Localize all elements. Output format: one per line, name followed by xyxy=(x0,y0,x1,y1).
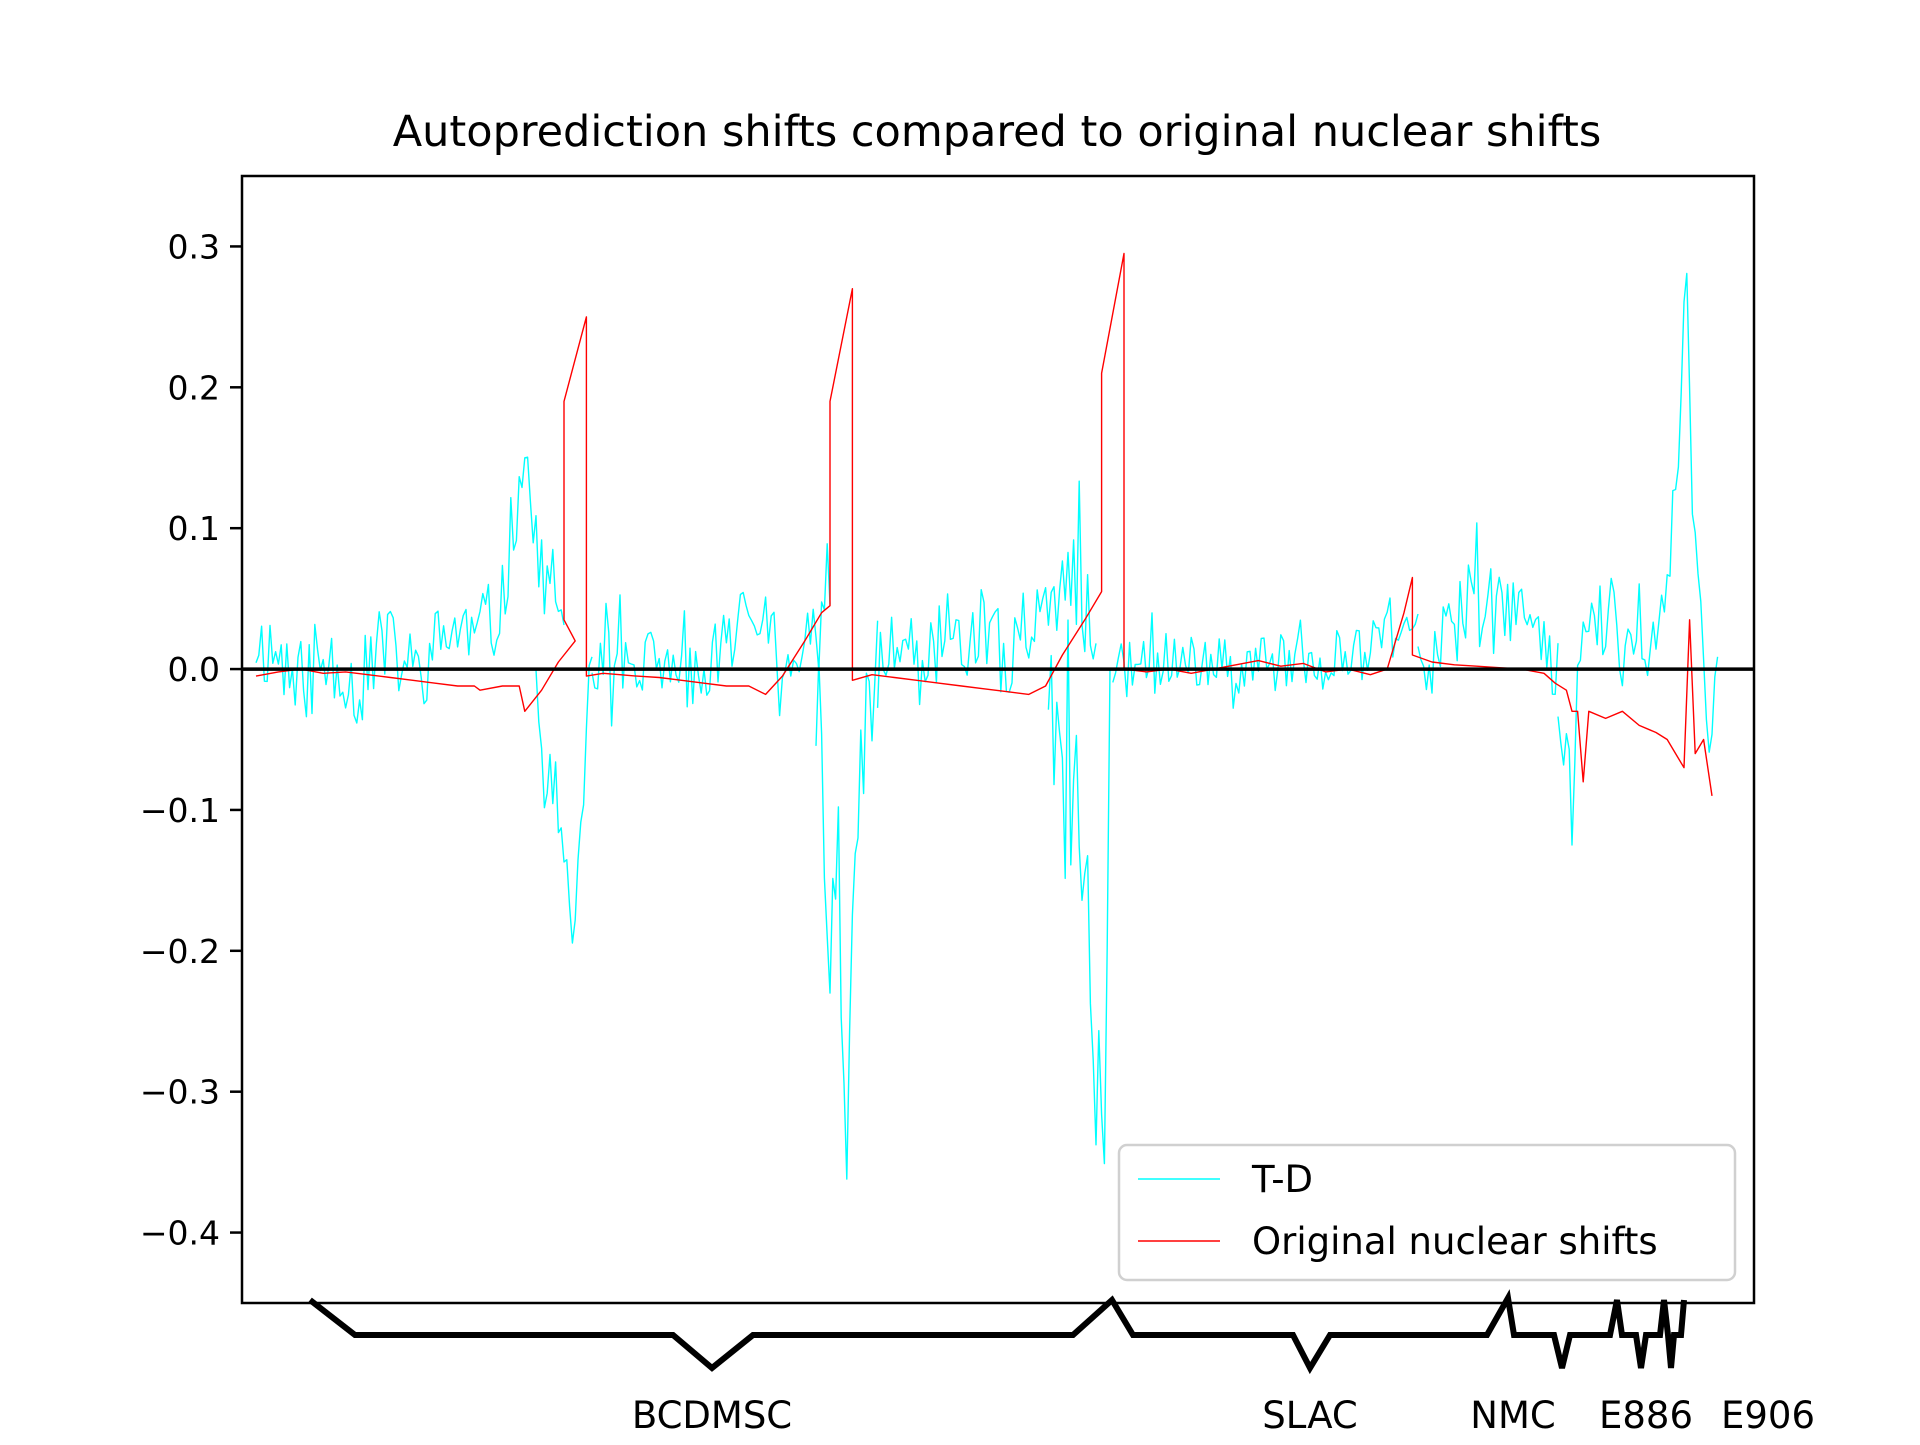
group-label-e886: E886 xyxy=(1599,1394,1693,1437)
series-td-line xyxy=(1557,272,1719,846)
legend-label-original: Original nuclear shifts xyxy=(1252,1220,1658,1263)
group-label-slac: SLAC xyxy=(1262,1394,1357,1437)
series-td-line xyxy=(876,480,1097,708)
y-tick-label: −0.1 xyxy=(140,791,220,830)
series-td-line xyxy=(535,656,593,944)
series-td-line xyxy=(1047,619,1111,1165)
y-tick-label: 0.3 xyxy=(168,227,220,266)
y-tick-label: 0.0 xyxy=(168,650,220,689)
series-td-line xyxy=(1417,522,1559,695)
legend: T-D Original nuclear shifts xyxy=(1117,1143,1737,1282)
y-tick-label: 0.1 xyxy=(168,509,220,548)
series-td-line xyxy=(1112,597,1419,709)
y-tick-label: −0.2 xyxy=(140,932,220,971)
dataset-brackets: BCDMSC SLAC NMC E886 E906 xyxy=(308,1289,1815,1437)
y-tick-label: 0.2 xyxy=(168,368,220,407)
legend-label-td: T-D xyxy=(1251,1158,1313,1201)
series-td-line xyxy=(255,456,565,724)
y-axis: 0.3 0.2 0.1 0.0 −0.1 −0.2 −0.3 −0.4 xyxy=(140,227,242,1253)
series-original-nuclear-shifts-line xyxy=(255,252,1713,797)
series-td-line xyxy=(591,543,831,727)
group-label-e906: E906 xyxy=(1721,1394,1815,1437)
bracket-line xyxy=(308,1289,1687,1375)
series-td-line xyxy=(815,620,879,1180)
y-tick-label: −0.3 xyxy=(140,1073,220,1112)
group-label-bcdmsc: BCDMSC xyxy=(632,1394,792,1437)
plot-frame xyxy=(240,174,1756,1305)
plot-area xyxy=(240,174,1756,1305)
chart-title: Autoprediction shifts compared to origin… xyxy=(393,107,1602,157)
y-tick-label: −0.4 xyxy=(140,1214,220,1253)
series-layer xyxy=(255,252,1719,1180)
group-label-nmc: NMC xyxy=(1470,1394,1555,1437)
legend-box xyxy=(1117,1143,1737,1282)
